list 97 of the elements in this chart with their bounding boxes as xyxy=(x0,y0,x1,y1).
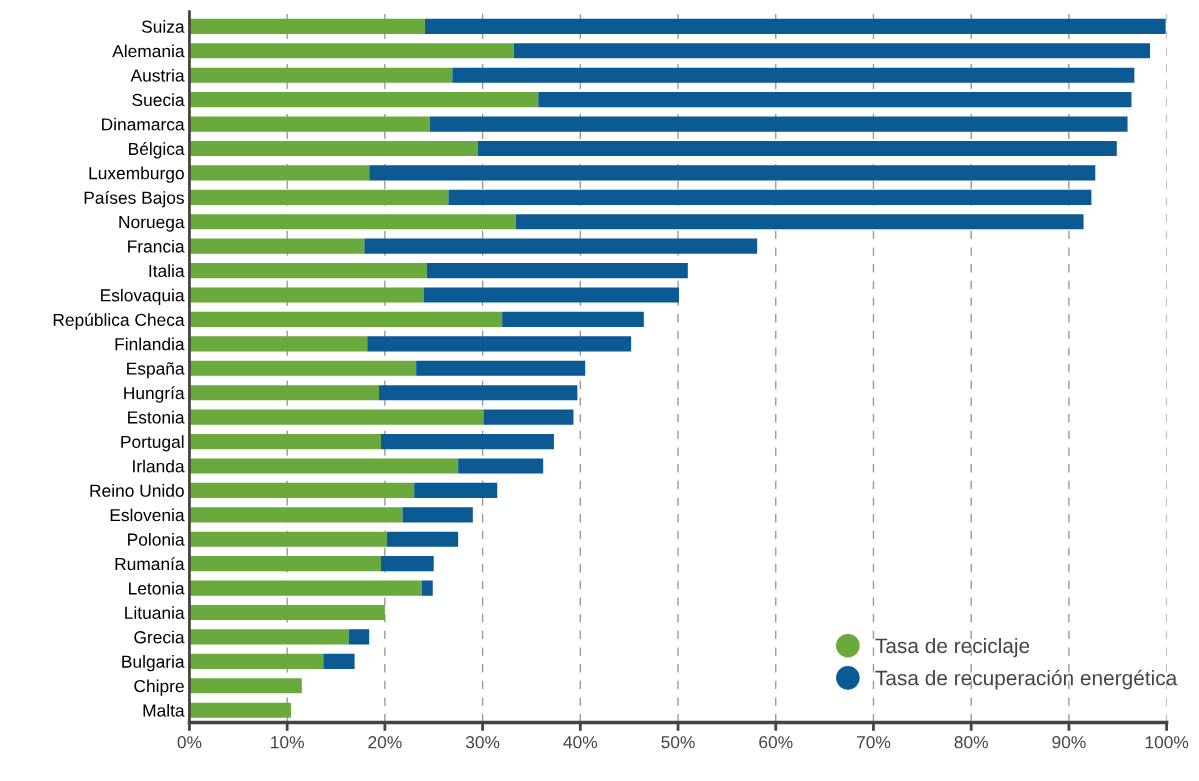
bar xyxy=(189,238,365,254)
bar xyxy=(380,556,434,572)
bar xyxy=(386,531,459,547)
bar xyxy=(423,287,680,303)
bar xyxy=(189,67,453,83)
bar xyxy=(189,43,514,59)
x-tick-label: 40% xyxy=(563,736,598,749)
y-tick-label: Finlandia xyxy=(115,337,185,351)
y-tick-label: Lituania xyxy=(125,606,185,619)
y-tick-label: República Checa xyxy=(53,313,185,330)
bar xyxy=(189,214,516,230)
x-tick-label: 60% xyxy=(759,736,793,749)
bar xyxy=(477,140,1117,157)
bar xyxy=(189,18,425,34)
bar xyxy=(414,482,498,498)
bar xyxy=(189,409,484,425)
bar xyxy=(189,336,368,352)
y-tick-label: Dinamarca xyxy=(102,117,185,131)
bar xyxy=(189,507,403,523)
bar xyxy=(515,214,1084,230)
y-tick-label: Bélgica xyxy=(129,142,185,159)
bar xyxy=(189,360,417,376)
bar xyxy=(379,385,578,401)
bar xyxy=(189,189,449,205)
bar xyxy=(189,263,427,279)
bar xyxy=(189,604,385,621)
x-tick-label: 100% xyxy=(1145,736,1189,749)
x-tick-label: 30% xyxy=(465,736,500,749)
bar xyxy=(422,580,433,596)
y-tick-label: Hungría xyxy=(124,386,185,403)
bar xyxy=(189,458,459,474)
bar xyxy=(380,433,554,450)
bar xyxy=(189,385,380,401)
bar xyxy=(189,580,423,596)
y-tick-label: Suecia xyxy=(132,93,185,107)
x-tick-label: 70% xyxy=(856,736,891,749)
y-tick-label: Malta xyxy=(143,703,185,717)
y-tick-label: Austria xyxy=(130,68,185,82)
y-tick-label: Rumanía xyxy=(115,557,185,571)
legend-label: Tasa de recuperación energética xyxy=(875,669,1178,690)
bar xyxy=(367,336,632,352)
bar xyxy=(189,556,381,572)
y-tick-label: Alemania xyxy=(112,44,185,58)
bar xyxy=(189,531,387,547)
bar xyxy=(189,482,415,498)
bar xyxy=(323,653,355,669)
bar xyxy=(402,507,473,523)
bar xyxy=(502,311,644,328)
bar xyxy=(189,678,302,694)
y-tick-label: Polonia xyxy=(128,532,185,546)
bar xyxy=(189,287,424,303)
x-tick-label: 90% xyxy=(1052,736,1086,749)
bar xyxy=(483,409,574,425)
bar xyxy=(369,165,1096,181)
bar xyxy=(364,238,758,254)
y-tick-label: Eslovenia xyxy=(110,508,185,522)
bar xyxy=(448,189,1092,205)
y-tick-label: Estonia xyxy=(128,410,185,424)
bar xyxy=(189,702,292,718)
y-tick-label: Chipre xyxy=(134,679,184,696)
x-tick-label: 80% xyxy=(954,736,988,749)
y-tick-label: Irlanda xyxy=(133,459,185,473)
bar xyxy=(189,311,503,328)
y-tick-label: Países Bajos xyxy=(84,190,184,208)
y-tick-label: Reino Unido xyxy=(90,484,184,497)
bar xyxy=(426,263,688,279)
x-tick-label: 10% xyxy=(271,736,304,749)
bar xyxy=(189,116,430,132)
bar xyxy=(189,140,478,157)
bar xyxy=(348,629,370,645)
y-tick-label: Italia xyxy=(149,264,185,278)
y-tick-label: Francia xyxy=(128,239,185,253)
y-tick-label: Grecia xyxy=(134,630,185,644)
bar xyxy=(429,116,1128,132)
bar xyxy=(189,629,349,645)
x-tick-label: 20% xyxy=(368,736,402,749)
bar xyxy=(458,458,544,474)
bar xyxy=(416,360,586,376)
x-tick-label: 0% xyxy=(177,736,202,749)
bar xyxy=(189,92,539,108)
y-tick-label: Bulgaria xyxy=(122,655,185,672)
y-tick-label: Suiza xyxy=(141,20,185,33)
y-tick-label: Letonia xyxy=(129,581,185,595)
bar xyxy=(513,43,1151,59)
y-tick-label: Noruega xyxy=(119,216,185,232)
bar xyxy=(424,18,1166,34)
y-tick-label: Portugal xyxy=(121,435,184,452)
y-tick-label: Eslovaquia xyxy=(101,288,185,305)
x-tick-label: 50% xyxy=(661,736,695,749)
bar xyxy=(189,653,324,669)
legend-label: Tasa de reciclaje xyxy=(875,637,1030,658)
bar xyxy=(452,67,1135,83)
y-tick-label: Luxemburgo xyxy=(89,166,184,183)
bar xyxy=(189,165,370,181)
bar xyxy=(189,433,381,450)
bar xyxy=(538,92,1132,108)
y-tick-label: España xyxy=(127,362,185,379)
